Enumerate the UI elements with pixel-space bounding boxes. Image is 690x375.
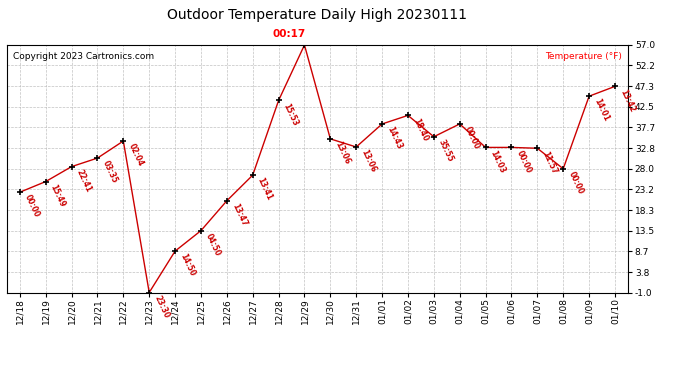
Text: 15:53: 15:53 bbox=[282, 102, 300, 127]
Text: 02:04: 02:04 bbox=[126, 142, 145, 168]
Text: 13:47: 13:47 bbox=[230, 202, 248, 228]
Text: 11:57: 11:57 bbox=[540, 150, 559, 175]
Text: 13:41: 13:41 bbox=[256, 176, 274, 202]
Text: 03:35: 03:35 bbox=[101, 159, 119, 185]
Text: 00:00: 00:00 bbox=[23, 194, 41, 219]
Text: 18:40: 18:40 bbox=[411, 117, 429, 142]
Text: 35:55: 35:55 bbox=[437, 138, 455, 164]
Text: 14:50: 14:50 bbox=[178, 252, 197, 278]
Text: 13:06: 13:06 bbox=[359, 148, 377, 174]
Text: 23:30: 23:30 bbox=[152, 294, 170, 320]
Text: 13:42: 13:42 bbox=[618, 88, 636, 113]
Text: 14:01: 14:01 bbox=[592, 98, 611, 123]
Text: 00:17: 00:17 bbox=[273, 28, 306, 39]
Text: Outdoor Temperature Daily High 20230111: Outdoor Temperature Daily High 20230111 bbox=[168, 9, 467, 22]
Text: 04:50: 04:50 bbox=[204, 232, 222, 258]
Text: 22:41: 22:41 bbox=[75, 168, 93, 194]
Text: 00:00: 00:00 bbox=[515, 149, 533, 174]
Text: 14:03: 14:03 bbox=[489, 149, 507, 174]
Text: Copyright 2023 Cartronics.com: Copyright 2023 Cartronics.com bbox=[13, 53, 155, 62]
Text: 00:00: 00:00 bbox=[566, 170, 584, 196]
Text: Temperature (°F): Temperature (°F) bbox=[545, 53, 622, 62]
Text: 13:06: 13:06 bbox=[333, 140, 352, 166]
Text: 15:49: 15:49 bbox=[49, 183, 67, 209]
Text: 00:00: 00:00 bbox=[463, 125, 481, 151]
Text: 14:43: 14:43 bbox=[385, 125, 404, 151]
